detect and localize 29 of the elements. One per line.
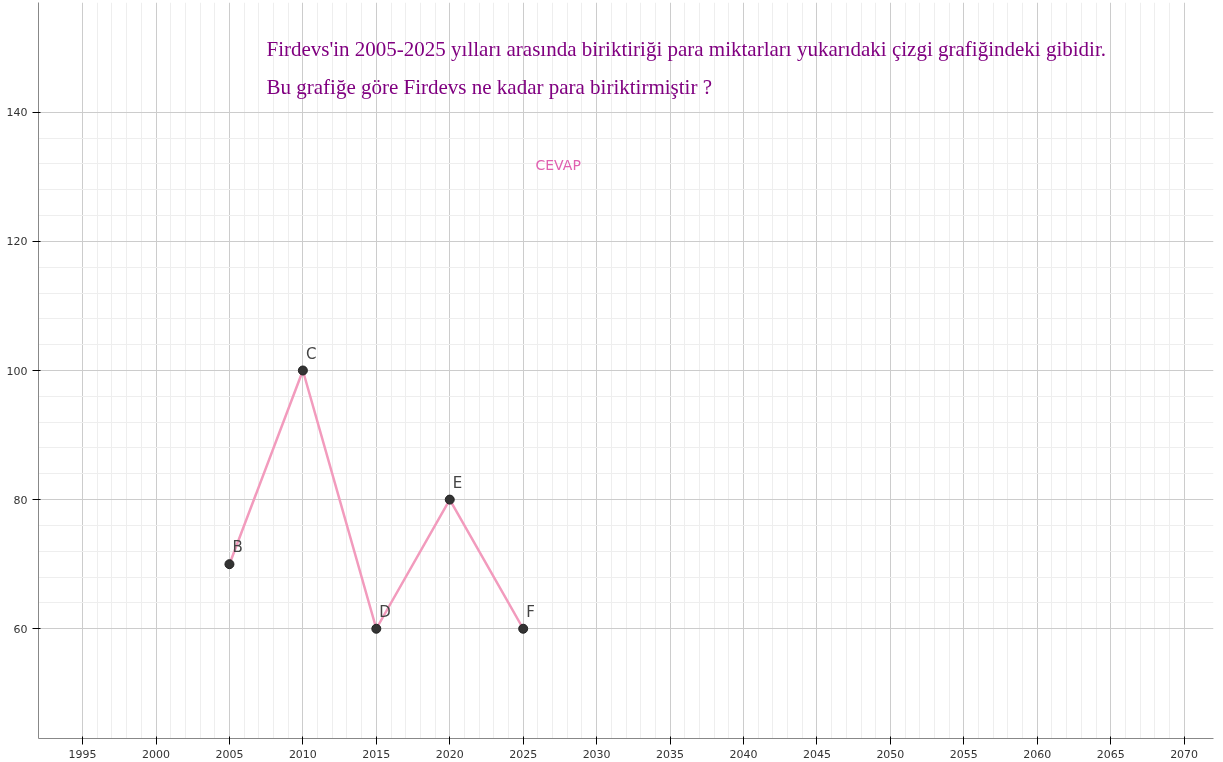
y-tick-label: 140 [6, 106, 28, 120]
x-tick-label: 2055 [949, 747, 978, 761]
text: Firdevs'in 2005-2025 yılları arasında biriktiriği para miktarları yukarıdaki çizgi grafiğindeki gibidir. [266, 36, 1106, 61]
annotation: D [379, 602, 391, 621]
x-tick-label: 1995 [68, 747, 97, 761]
x-tick-label: 2050 [876, 747, 905, 761]
annotation: CEVAP [535, 156, 581, 173]
x-tick-label: 2040 [729, 747, 758, 761]
x-tick-label: 2015 [362, 747, 391, 761]
annotation: F [526, 602, 535, 621]
text: Bu grafiğe göre Firdevs ne kadar para biriktirmiştir ? [266, 74, 713, 99]
annotation: E [452, 473, 463, 492]
x-tick-label: 2070 [1170, 747, 1199, 761]
x-tick-label: 2060 [1023, 747, 1052, 761]
x-tick-label: 2010 [288, 747, 317, 761]
x-tick-label: 2035 [656, 747, 685, 761]
y-tick-label: 60 [13, 622, 28, 636]
x-tick-label: 2045 [802, 747, 831, 761]
x-tick-label: 2005 [215, 747, 244, 761]
x-tick-label: 2065 [1096, 747, 1125, 761]
x-tick-label: 2020 [435, 747, 464, 761]
annotation: B [232, 538, 243, 557]
y-tick-label: 100 [6, 364, 28, 378]
y-tick-label: 120 [6, 235, 28, 249]
x-tick-label: 2025 [509, 747, 538, 761]
y-tick-label: 80 [13, 493, 28, 507]
x-tick-label: 2030 [582, 747, 611, 761]
annotation: C [305, 344, 317, 363]
x-tick-label: 2000 [142, 747, 170, 761]
